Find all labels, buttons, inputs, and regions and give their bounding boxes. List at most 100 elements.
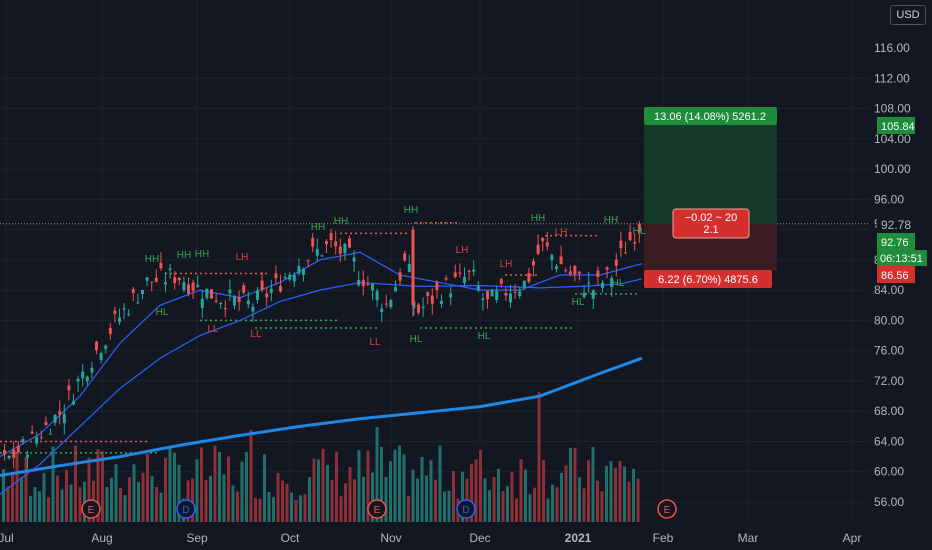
price-tick: 76.00 [874, 344, 904, 358]
candle-body [329, 233, 333, 241]
profit-label-box[interactable] [644, 107, 777, 125]
dividend-marker[interactable]: D [176, 499, 196, 519]
svg-text:E: E [88, 505, 95, 516]
pivot-label-hl: HL [633, 226, 646, 237]
candle-body [233, 296, 236, 306]
volume-bar [398, 445, 401, 522]
risk-reward-box[interactable] [672, 208, 750, 239]
pivot-label-hh: HH [177, 250, 191, 261]
time-label: Dec [469, 531, 490, 545]
volume-bar [551, 484, 554, 522]
candle-body [95, 341, 98, 351]
volume-bar [605, 465, 608, 522]
svg-text:105.84: 105.84 [881, 121, 915, 133]
volume-bar [146, 453, 149, 522]
candle-body [568, 271, 572, 275]
candle-body [35, 437, 39, 444]
volume-bar [299, 495, 302, 522]
candle-body [154, 277, 158, 282]
price-tick: 104.00 [874, 132, 911, 146]
time-axis[interactable]: Jul Aug Sep Oct Nov Dec 2021 Feb Mar Apr [0, 531, 861, 545]
pivot-levels [0, 222, 640, 454]
price-tick: 96.00 [874, 192, 904, 206]
volume-bar [114, 464, 118, 522]
candle-body [302, 268, 305, 276]
pivot-label-lh: LH [500, 259, 513, 270]
candle-body [81, 371, 85, 379]
volume-bar [569, 447, 572, 522]
candle-body [145, 277, 149, 281]
candle-body [214, 300, 218, 302]
volume-bar [96, 449, 100, 522]
time-label: Mar [738, 531, 759, 545]
volume-bar [312, 458, 316, 522]
candle-body [486, 291, 489, 300]
volume-bar [87, 457, 91, 522]
volume-bar [24, 457, 28, 522]
volume-bar [20, 477, 23, 522]
candle-body [99, 353, 103, 360]
loss-label-box[interactable] [644, 270, 772, 288]
candle-body [228, 289, 232, 294]
volume-bar [492, 477, 496, 522]
volume-bar [245, 452, 248, 522]
candle-body [3, 449, 6, 455]
candle-body [292, 275, 296, 282]
ma-50-line [0, 278, 643, 495]
volume-bar [411, 469, 415, 522]
candle-body [481, 298, 485, 300]
volume-bar [137, 482, 140, 522]
candle-body [90, 367, 94, 373]
svg-text:92.76: 92.76 [881, 237, 909, 249]
candle-body [499, 279, 503, 284]
candle-body [513, 291, 517, 293]
volume-bar [164, 457, 167, 522]
volume-bar [249, 430, 253, 522]
time-label: Sep [186, 531, 208, 545]
candle-body [200, 298, 204, 308]
candle-body [173, 277, 177, 283]
candle-body [338, 246, 342, 254]
volume-bar [533, 487, 536, 522]
candle-body [610, 278, 614, 288]
candle-body [320, 255, 324, 257]
earnings-marker[interactable]: E [367, 499, 387, 519]
candle-body [357, 279, 361, 286]
candle-body [605, 267, 609, 270]
volume-bar [236, 491, 239, 522]
candle-body [518, 291, 522, 296]
earnings-marker[interactable]: E [81, 499, 101, 519]
pivot-label-hl: HL [478, 331, 491, 342]
volume-bar [38, 491, 41, 522]
volume-bar [339, 496, 343, 522]
volume-bar [285, 483, 289, 522]
volume-bar [42, 473, 46, 522]
currency-selector[interactable]: USD [890, 5, 926, 25]
price-tick: 108.00 [874, 102, 911, 116]
dividend-marker[interactable]: D [456, 499, 476, 519]
volume-bar [623, 466, 626, 522]
volume-bar [326, 464, 329, 522]
candle-body [141, 289, 144, 295]
moving-averages [0, 251, 643, 495]
candle-body [366, 284, 370, 286]
candle-body [104, 345, 108, 349]
volume-bar [542, 459, 545, 522]
volume-bar [344, 483, 347, 522]
candle-body [582, 292, 586, 298]
volume-bar [60, 489, 64, 522]
candle-body [237, 297, 241, 303]
countdown-tag: 06:13:51 [877, 250, 927, 266]
price-tag-entry: 92.78 [877, 216, 915, 233]
candle-body [246, 300, 250, 305]
candle-body [411, 229, 415, 306]
candle-body [624, 252, 627, 254]
candle-body [30, 431, 34, 434]
candle-body [118, 317, 121, 323]
volume-bar [438, 445, 442, 522]
volume-bar [425, 475, 428, 522]
candle-body [150, 281, 154, 283]
earnings-marker[interactable]: E [657, 499, 677, 519]
